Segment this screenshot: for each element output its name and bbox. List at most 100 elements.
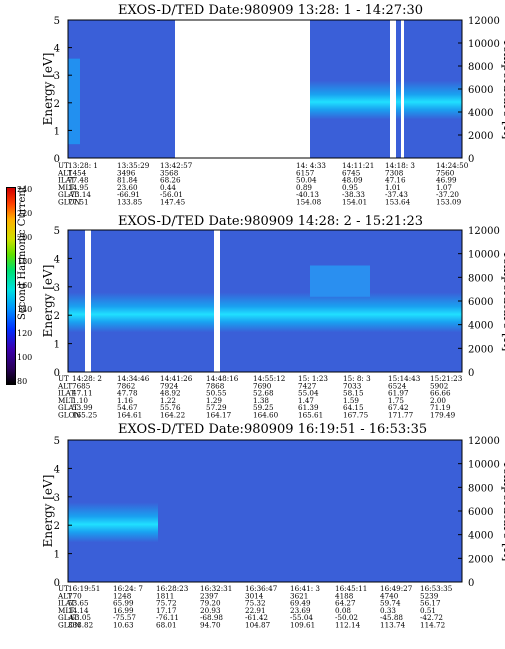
table-cell: 75.72 [156, 599, 177, 608]
table-cell: 14:11:21 [342, 161, 374, 170]
y2-tick-label: 6000 [468, 85, 493, 96]
spectrogram-plot: 0 1 2 3 4 5 0 2000 4000 6000 8000 10000 12000 Energy … [41, 16, 505, 207]
y-tick-label: 2 [54, 521, 60, 532]
table-cell: 164.61 [117, 411, 142, 420]
table-cell: -45.88 [380, 613, 403, 622]
table-cell: -73.14 [68, 190, 91, 199]
table-cell: 50.04 [296, 176, 317, 185]
table-cell: 16:41: 3 [290, 584, 320, 593]
table-cell: 7868 [206, 381, 225, 390]
table-cell: 154.01 [342, 198, 367, 207]
table-row-label: GLON [58, 621, 81, 630]
table-cell: 13:35:29 [117, 161, 150, 170]
table-cell: 3621 [290, 591, 308, 600]
table-cell: 64.27 [335, 599, 356, 608]
spectrogram-panel-1: EXOS-D/TED Date:980909 13:28: 1 - 14:27:… [0, 0, 505, 212]
table-cell: 7560 [436, 168, 455, 177]
y2-tick-label: 12000 [468, 436, 500, 447]
table-cell: 7862 [117, 381, 135, 390]
table-cell: 55.04 [298, 389, 319, 398]
table-row-label: UT [58, 374, 69, 383]
table-cell: 1.59 [343, 396, 359, 405]
table-cell: 164.22 [160, 411, 185, 420]
table-cell: 59.74 [380, 599, 401, 608]
energy-band [68, 502, 158, 543]
table-cell: 2.00 [430, 396, 446, 405]
table-cell: 15: 1:23 [298, 374, 328, 383]
table-cell: 113.74 [380, 621, 406, 630]
table-row-label: GLAT [58, 403, 78, 412]
y2-tick-label: 10000 [468, 39, 500, 50]
table-cell: 23.69 [290, 606, 311, 615]
table-cell: -37.43 [385, 190, 408, 199]
table-cell: 3568 [160, 168, 179, 177]
table-cell: 16:28:23 [156, 584, 189, 593]
table-cell: 165.25 [72, 411, 98, 420]
table-cell: -68.98 [200, 613, 223, 622]
table-cell: 16:53:35 [420, 584, 453, 593]
table-cell: 1.75 [388, 396, 404, 405]
table-cell: 54.67 [117, 403, 138, 412]
table-cell: 16.99 [113, 606, 134, 615]
y-tick-label: 0 [54, 578, 60, 589]
colorbar-tick: 80 [17, 377, 28, 386]
table-cell: 48.09 [342, 176, 363, 185]
table-cell: 15: 8: 3 [343, 374, 371, 383]
table-cell: 14:55:12 [253, 374, 285, 383]
y-tick-label: 4 [54, 254, 60, 265]
table-cell: 133.85 [117, 198, 143, 207]
table-cell: -37.20 [436, 190, 459, 199]
energy-band [68, 58, 80, 145]
table-cell: 52.68 [253, 389, 274, 398]
y2-axis-label: Temperature [K] [501, 39, 505, 140]
table-cell: 1811 [156, 591, 174, 600]
table-cell: 16:24: 7 [113, 584, 143, 593]
table-cell: 55.76 [160, 403, 181, 412]
y-axis-label: Energy [eV] [41, 265, 55, 338]
panel-title: EXOS-D/TED Date:980909 13:28: 1 - 14:27:… [118, 3, 423, 18]
table-cell: 16:49:27 [380, 584, 413, 593]
table-cell: 3014 [245, 591, 264, 600]
table-cell: 1.22 [160, 396, 176, 405]
table-cell: 5239 [420, 591, 439, 600]
table-cell: 16:45:11 [335, 584, 367, 593]
panel-title: EXOS-D/TED Date:980909 14:28: 2 - 15:21:… [118, 214, 423, 229]
table-cell: 13:42:57 [160, 161, 193, 170]
table-cell: 2397 [200, 591, 219, 600]
table-row-label: ILAT [58, 389, 75, 398]
colorbar-tick: 160 [17, 281, 33, 290]
table-cell: -42.72 [420, 613, 443, 622]
table-cell: -61.42 [245, 613, 268, 622]
y2-tick-label: 4000 [468, 531, 493, 542]
table-cell: 14:41:26 [160, 374, 193, 383]
table-cell: 1248 [113, 591, 132, 600]
table-cell: 153.09 [436, 198, 462, 207]
table-cell: 67.42 [388, 403, 409, 412]
table-cell: 0.89 [296, 183, 312, 192]
table-cell: 65.99 [113, 599, 134, 608]
y2-tick-label: 8000 [468, 483, 493, 494]
table-row-label: GLAT [58, 190, 78, 199]
y-tick-label: 3 [54, 71, 60, 82]
table-cell: 48.92 [160, 389, 181, 398]
table-cell: 171.77 [388, 411, 414, 420]
table-cell: 47.11 [72, 389, 93, 398]
y-tick-label: 1 [54, 550, 60, 561]
table-cell: 23.60 [117, 183, 138, 192]
y2-axis-label: Temperature [K] [501, 461, 505, 562]
y2-tick-label: 4000 [468, 321, 493, 332]
colorbar-tick: 240 [17, 185, 33, 194]
table-cell: 153.64 [385, 198, 411, 207]
table-cell: 56.17 [420, 599, 441, 608]
table-cell: 7427 [298, 381, 317, 390]
table-cell: 6524 [388, 381, 407, 390]
table-cell: 7308 [385, 168, 404, 177]
table-cell: 109.61 [290, 621, 315, 630]
table-cell: 6745 [342, 168, 361, 177]
table-row-label: MLT [58, 606, 75, 615]
y-tick-label: 2 [54, 311, 60, 322]
data-gap [214, 230, 220, 372]
colorbar-tick: 140 [17, 305, 33, 314]
table-cell: 15:14:43 [388, 374, 421, 383]
table-row-label: UT [58, 584, 69, 593]
